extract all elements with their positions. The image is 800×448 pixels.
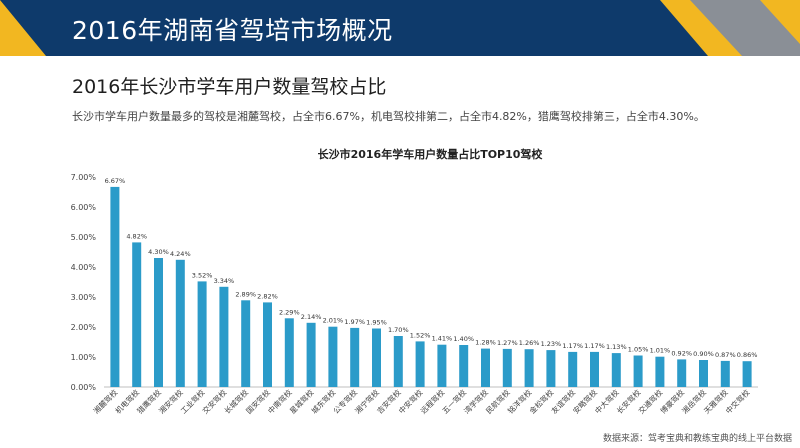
- y-tick-label: 7.00%: [71, 173, 97, 182]
- header-decoration: [0, 0, 800, 56]
- bar-value-label: 0.87%: [715, 351, 736, 359]
- bar: [546, 350, 556, 387]
- bar-value-label: 4.24%: [170, 250, 191, 258]
- bar-value-label: 0.90%: [693, 350, 714, 358]
- section-title: 2016年长沙市学车用户数量驾校占比: [72, 76, 387, 98]
- page-title: 2016年湖南省驾培市场概况: [72, 16, 393, 45]
- bar: [677, 359, 687, 387]
- bar-value-label: 1.70%: [388, 326, 409, 334]
- bar: [459, 345, 469, 387]
- bar: [720, 360, 730, 387]
- bar-value-label: 4.82%: [126, 232, 147, 240]
- bar: [437, 344, 447, 387]
- bar: [219, 286, 229, 387]
- bar: [175, 259, 185, 387]
- bar: [524, 349, 534, 387]
- bar-chart: 长沙市2016年学车用户数量占比TOP10驾校 0.00% 1.00% 2.00% 3.…: [71, 147, 758, 416]
- bar: [481, 348, 490, 387]
- data-source: 数据来源：驾考宝典和教练宝典的线上平台数据: [602, 434, 792, 444]
- y-tick-label: 6.00%: [71, 203, 97, 212]
- bar-value-label: 1.41%: [432, 335, 453, 343]
- bar: [633, 355, 643, 387]
- y-tick-label: 1.00%: [71, 353, 97, 362]
- bar-value-label: 1.17%: [562, 342, 583, 350]
- bar: [306, 322, 316, 387]
- bar: [132, 242, 142, 387]
- bar: [655, 356, 665, 387]
- bar-value-label: 1.23%: [541, 340, 562, 348]
- bar: [110, 186, 120, 387]
- bar: [393, 336, 403, 387]
- bar: [742, 361, 752, 387]
- bar-value-label: 0.86%: [737, 351, 758, 359]
- y-tick-label: 2.00%: [71, 323, 97, 332]
- bar-value-label: 4.30%: [148, 248, 169, 256]
- bar: [415, 341, 425, 387]
- y-tick-label: 4.00%: [71, 263, 97, 272]
- header-banner: 2016年湖南省驾培市场概况: [0, 0, 800, 56]
- bar-value-label: 1.40%: [453, 335, 474, 343]
- bar-value-label: 1.05%: [628, 346, 649, 354]
- y-tick-label: 0.00%: [71, 383, 97, 392]
- bar-value-label: 2.01%: [323, 317, 344, 325]
- bar: [241, 300, 251, 387]
- bar-value-label: 3.52%: [192, 271, 213, 279]
- bar: [699, 360, 708, 387]
- bar-value-label: 1.28%: [475, 339, 496, 347]
- y-tick-label: 3.00%: [71, 293, 97, 302]
- bar-value-label: 1.52%: [410, 331, 431, 339]
- x-tick-label: 中交驾校: [723, 387, 752, 416]
- bar: [154, 258, 163, 387]
- bar-value-label: 1.17%: [584, 342, 605, 350]
- bar: [197, 281, 207, 387]
- bar-value-label: 1.01%: [650, 347, 671, 355]
- bar-value-label: 2.89%: [235, 290, 256, 298]
- bar-value-label: 1.26%: [519, 339, 540, 347]
- bar-value-label: 1.13%: [606, 343, 627, 351]
- bar: [568, 351, 578, 387]
- bar: [328, 326, 338, 387]
- bar-value-label: 1.97%: [344, 318, 365, 326]
- bar-value-label: 2.14%: [301, 313, 322, 321]
- bar: [611, 353, 621, 387]
- chart-title: 长沙市2016年学车用户数量占比TOP10驾校: [318, 147, 544, 161]
- bar: [350, 327, 360, 387]
- bar: [263, 302, 272, 387]
- bar: [502, 348, 512, 387]
- bar-value-label: 0.92%: [671, 349, 692, 357]
- bar: [372, 328, 381, 387]
- bar: [590, 351, 599, 387]
- bar-value-label: 1.27%: [497, 339, 518, 347]
- bar-value-label: 3.34%: [214, 277, 235, 285]
- y-tick-label: 5.00%: [71, 233, 97, 242]
- bar-value-label: 6.67%: [105, 177, 126, 185]
- bar-value-label: 2.29%: [279, 308, 300, 316]
- bar-value-label: 1.95%: [366, 319, 387, 327]
- bar: [284, 318, 294, 387]
- summary-text: 长沙市学车用户数量最多的驾校是湘麓驾校，占全市6.67%，机电驾校排第二，占全市…: [72, 110, 705, 123]
- bar-value-label: 2.82%: [257, 292, 278, 300]
